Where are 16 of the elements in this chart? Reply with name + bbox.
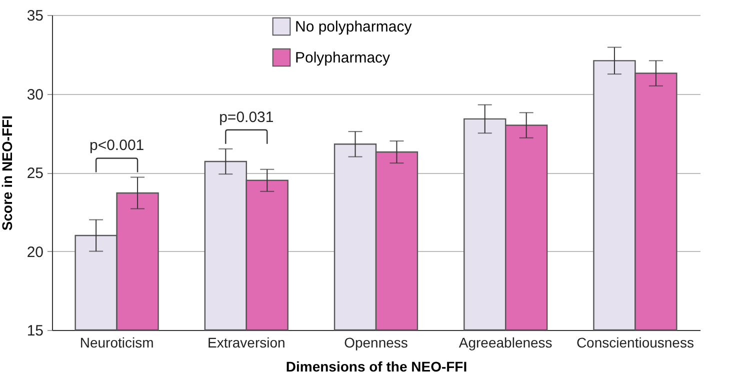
y-tick-label: 25 bbox=[26, 165, 44, 182]
x-tick-label: Extraversion bbox=[207, 334, 286, 350]
y-tick-label: 35 bbox=[26, 8, 44, 24]
x-tick-label: Conscientiousness bbox=[576, 334, 694, 350]
y-tick-label: 30 bbox=[26, 86, 44, 104]
legend-label: Polypharmacy bbox=[295, 50, 391, 66]
x-tick-label: Neuroticism bbox=[80, 334, 154, 350]
y-tick-label: 15 bbox=[26, 322, 44, 340]
y-axis-title: Score in NEO-FFI bbox=[0, 115, 15, 231]
legend-label: No polypharmacy bbox=[295, 18, 412, 36]
x-tick-label: Agreeableness bbox=[458, 334, 552, 350]
annotation: p=0.031 bbox=[219, 108, 274, 126]
annotation: p<0.001 bbox=[89, 137, 144, 154]
y-tick-label: 20 bbox=[26, 244, 44, 261]
x-axis-title: Dimensions of the NEO-FFI bbox=[286, 358, 468, 374]
x-tick-label: Openness bbox=[344, 334, 408, 350]
